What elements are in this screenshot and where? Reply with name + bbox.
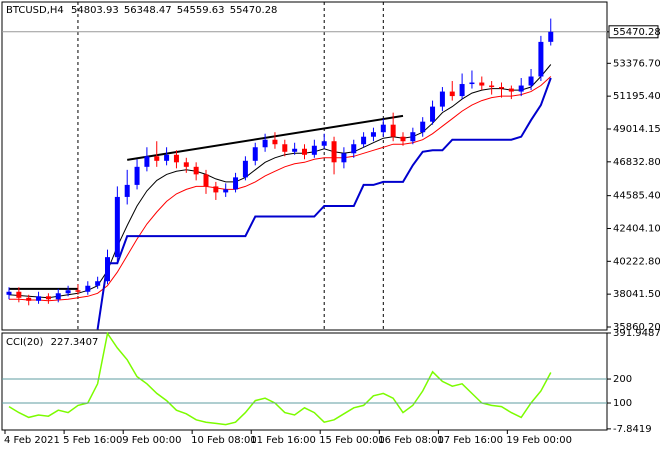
y-tick-label: 40222.80 [613, 256, 660, 267]
y-tick-label: 51195.40 [613, 91, 660, 102]
candle-body [26, 297, 32, 301]
y-tick-label: 38041.50 [613, 289, 660, 300]
price-panel [1, 1, 608, 331]
cci-header: CCI(20) 227.3407 [6, 337, 98, 348]
candle-body [380, 124, 386, 133]
candle-body [6, 291, 12, 295]
candle-body [55, 293, 61, 300]
x-tick-label: 15 Feb 00:00 [319, 435, 385, 446]
candle-body [351, 144, 357, 154]
x-tick-label: 4 Feb 2021 [4, 435, 60, 446]
last-close: 55470.28 [230, 5, 278, 16]
y-tick-label: 53376.70 [613, 58, 660, 69]
y-tick-label: 35860.20 [613, 322, 660, 333]
candle-body [489, 85, 495, 88]
cci-last: 227.3407 [51, 337, 99, 348]
y-tick-label: 46832.80 [613, 157, 660, 168]
candle-body [311, 145, 317, 155]
indicator-line [96, 77, 552, 330]
candle-body [193, 166, 199, 175]
candle-body [292, 148, 298, 152]
candle-body [548, 31, 554, 42]
candle-body [183, 162, 189, 167]
candle-body [508, 88, 514, 92]
candle-body [144, 156, 150, 167]
candle-body [36, 296, 42, 301]
x-tick-label: 9 Feb 00:00 [122, 435, 181, 446]
candle-body [252, 147, 258, 161]
x-tick-label: 5 Feb 16:00 [63, 435, 122, 446]
cci-line [8, 331, 552, 426]
candle-body [164, 154, 170, 161]
price-label-box [608, 25, 659, 39]
y-tick-label: 391.9487 [613, 328, 660, 339]
candle-body [528, 76, 534, 86]
x-tick-label: 11 Feb 16:00 [250, 435, 316, 446]
candle-body [65, 290, 71, 294]
candle-body [469, 82, 475, 85]
y-tick-label: -7.8419 [613, 424, 652, 435]
cci-panel [1, 332, 608, 431]
candle-body [449, 91, 455, 97]
candle-body [321, 141, 327, 146]
candle-body [400, 136, 406, 142]
y-tick-label: 100 [613, 398, 632, 409]
last-open: 54803.93 [71, 5, 119, 16]
candle-body [223, 189, 229, 193]
x-tick-label: 19 Feb 00:00 [506, 435, 572, 446]
candle-body [341, 153, 347, 163]
y-tick-label: 55470.28 [613, 27, 660, 38]
candle-body [430, 106, 436, 122]
y-tick-label: 44585.40 [613, 191, 660, 202]
candle-body [242, 160, 248, 178]
candle-body [105, 257, 110, 282]
candle-body [302, 148, 307, 155]
candle-body [479, 82, 485, 86]
symbol: BTCUSD,H4 [6, 5, 64, 16]
candle-body [45, 296, 51, 300]
y-tick-label: 49014.15 [613, 124, 660, 135]
candle-body [499, 87, 504, 89]
candle-body [518, 85, 524, 92]
x-tick-label: 10 Feb 08:00 [191, 435, 257, 446]
candle-body [114, 196, 120, 258]
indicator-line [9, 76, 552, 302]
candle-body [16, 291, 22, 298]
candle-body [173, 154, 179, 163]
candle-body [233, 177, 239, 190]
candle-body [213, 186, 219, 193]
candle-body [203, 174, 209, 187]
x-tick-label: 17 Feb 16:00 [437, 435, 503, 446]
y-tick-label: 200 [613, 374, 632, 385]
candle-body [420, 121, 426, 133]
candle-body [538, 41, 544, 77]
candle-body [262, 139, 268, 148]
y-tick-label: 42404.10 [613, 223, 660, 234]
x-tick-label: 16 Feb 08:00 [378, 435, 444, 446]
candle-body [85, 285, 91, 292]
candle-body [272, 139, 278, 145]
candle-body [439, 91, 445, 107]
candle-body [331, 141, 337, 163]
cci-title: CCI(20) [6, 337, 44, 348]
candle-body [390, 124, 396, 137]
candle-body [370, 132, 376, 137]
candle-body [134, 166, 140, 185]
candle-body [282, 144, 288, 152]
candle-body [95, 281, 101, 286]
candle-body [361, 136, 367, 145]
candle-body [410, 132, 416, 142]
last-low: 54559.63 [177, 5, 225, 16]
candle-body [459, 84, 465, 97]
indicator-line [8, 64, 552, 299]
candle-body [75, 290, 81, 292]
candle-body [154, 156, 160, 161]
header: BTCUSD,H4 54803.93 56348.47 54559.63 554… [6, 5, 277, 16]
last-high: 56348.47 [124, 5, 172, 16]
candle-body [124, 184, 130, 197]
